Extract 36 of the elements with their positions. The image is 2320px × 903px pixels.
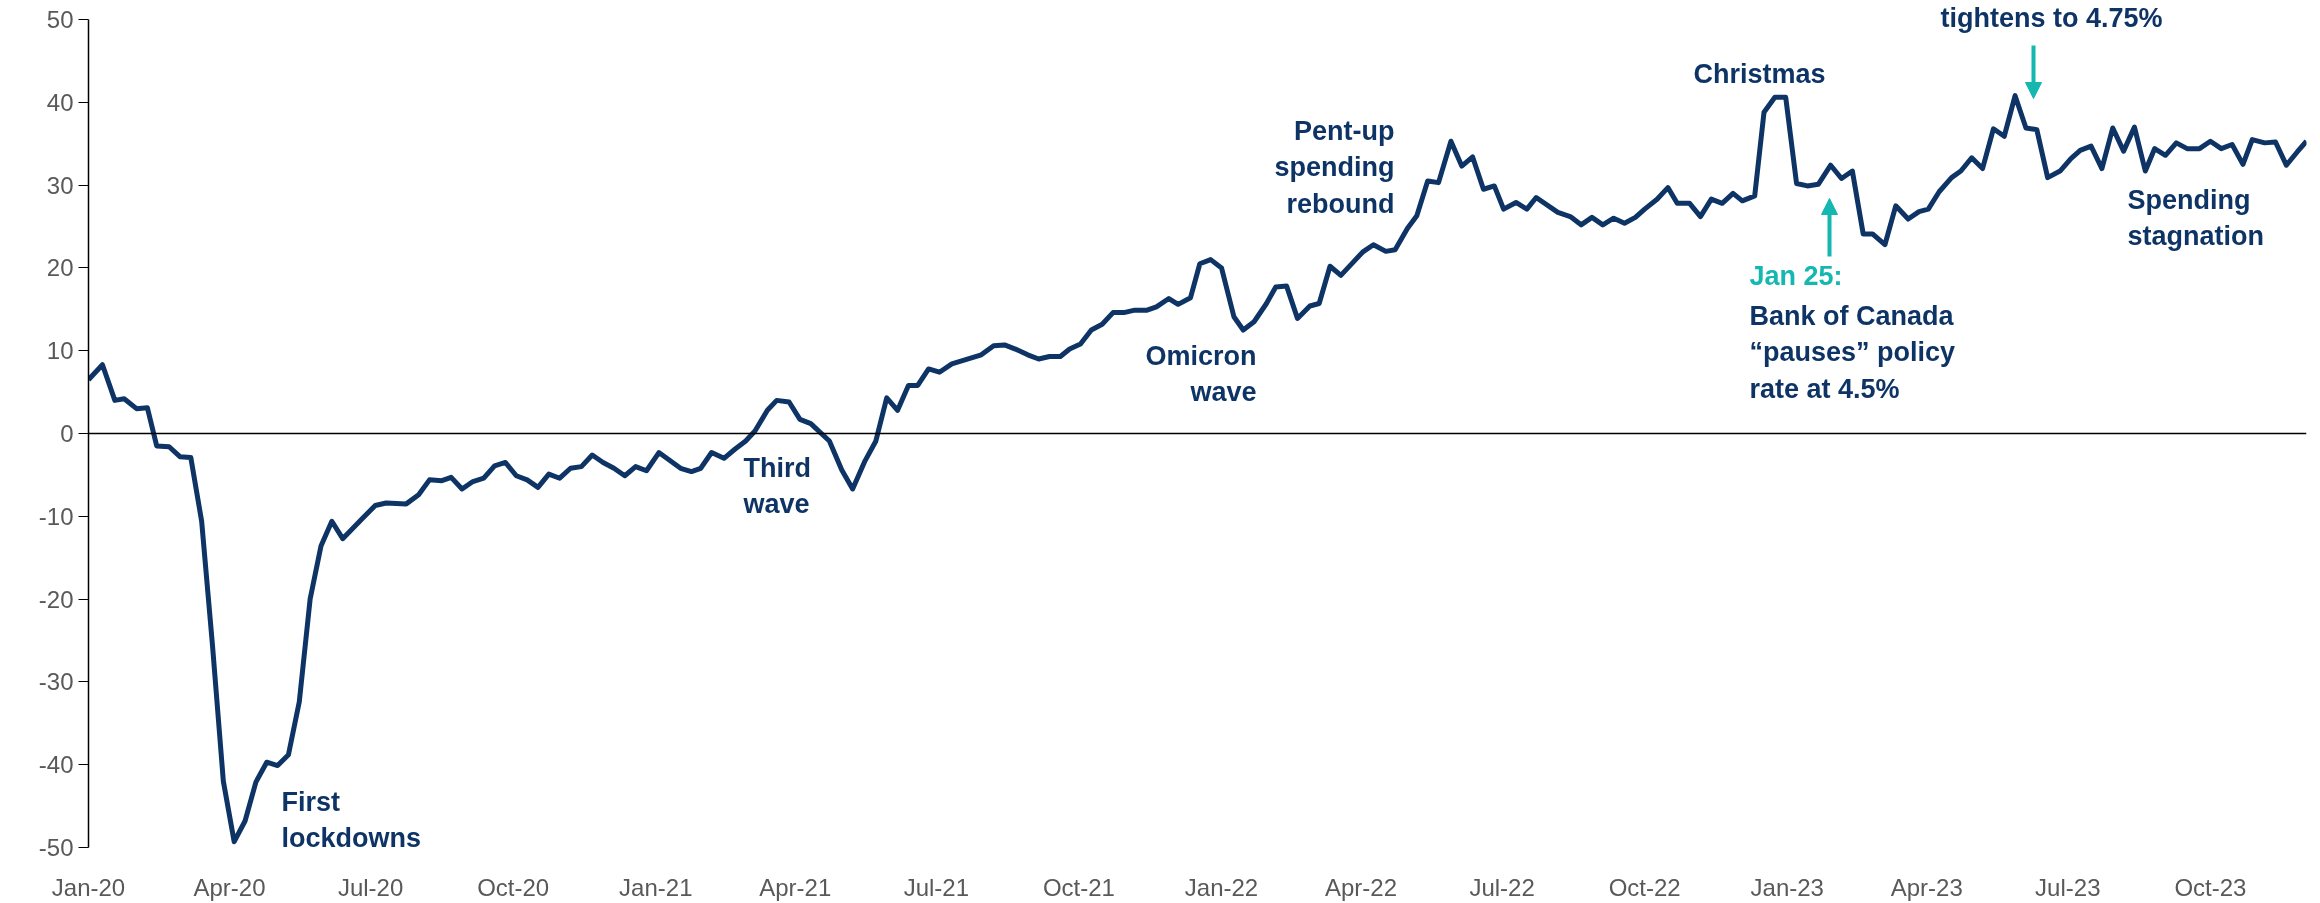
x-tick-label: Oct-20 xyxy=(477,873,550,901)
y-tick-label: 20 xyxy=(46,254,74,282)
x-tick-label: Apr-21 xyxy=(759,873,832,901)
annotation: Christmas xyxy=(1693,58,1826,89)
x-tick-label: Apr-23 xyxy=(1890,873,1963,901)
y-tick-label: -20 xyxy=(38,585,74,613)
annotation: Omicron wave xyxy=(1145,340,1257,408)
y-tick-label: -50 xyxy=(38,834,74,861)
annotation: First lockdowns xyxy=(281,786,422,854)
y-tick-label: -10 xyxy=(38,502,74,530)
annotation: Third wave xyxy=(742,452,811,520)
y-tick-label: -40 xyxy=(38,751,74,779)
x-tick-label: Jul-22 xyxy=(1469,873,1535,901)
annotation: Bank of Canada “pauses” policy rate at 4.5% xyxy=(1749,300,1956,404)
y-tick-label: 50 xyxy=(46,6,74,33)
x-tick-label: Apr-22 xyxy=(1325,873,1398,901)
y-tick-label: 0 xyxy=(60,420,74,447)
annotation: Spending stagnation xyxy=(2127,184,2265,252)
x-tick-label: Jan-20 xyxy=(51,873,126,901)
x-tick-label: Jul-21 xyxy=(903,873,970,901)
annotation: tightens to 4.75% xyxy=(1940,2,2163,33)
x-tick-label: Jan-22 xyxy=(1184,873,1259,901)
x-tick-label: Apr-20 xyxy=(193,873,266,901)
y-tick-label: 30 xyxy=(46,171,74,199)
x-tick-label: Oct-23 xyxy=(2174,873,2247,901)
x-tick-label: Oct-22 xyxy=(1608,873,1681,901)
x-tick-label: Jul-23 xyxy=(2035,873,2101,901)
y-tick-label: -30 xyxy=(38,668,74,696)
x-tick-label: Oct-21 xyxy=(1042,873,1115,901)
x-tick-label: Jan-23 xyxy=(1750,873,1824,901)
annotation: Pent-up spending rebound xyxy=(1274,115,1395,219)
y-tick-label: 40 xyxy=(46,88,74,116)
annotation: Jan 25: xyxy=(1749,260,1843,291)
x-tick-label: Jan-21 xyxy=(619,873,693,901)
y-tick-label: 10 xyxy=(46,337,74,365)
x-tick-label: Jul-20 xyxy=(337,873,404,901)
